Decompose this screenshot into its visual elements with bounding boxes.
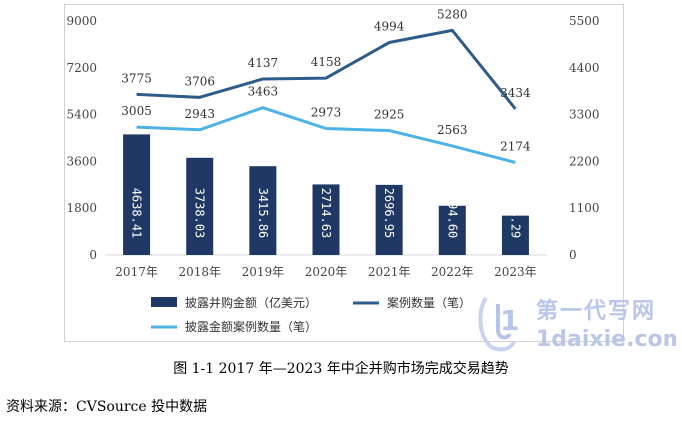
figure-caption: 图 1-1 2017 年—2023 年中企并购市场完成交易趋势 [173, 361, 509, 377]
chart-svg: 0 1800 3600 5400 7200 9000 0 1100 2200 3300 4400 55… [66, 7, 600, 334]
x-tick-label: 2020年 [305, 265, 348, 279]
legend-swatch [151, 297, 177, 307]
y-right-tick-label: 0 [569, 248, 577, 262]
y-left-tick-label: 9000 [66, 14, 97, 28]
bar [438, 205, 466, 255]
watermark-logo-icon: 1 [478, 296, 519, 352]
watermark-url: 1daixie.com [536, 327, 676, 352]
x-tick-label: 2018年 [178, 265, 221, 279]
chart-frame: 0 1800 3600 5400 7200 9000 0 1100 2200 3300 4400 55… [64, 4, 624, 342]
line-data-label: 4137 [248, 56, 279, 70]
line-data-label: 2563 [437, 123, 468, 137]
line-data-label: 3775 [121, 71, 152, 85]
bar [501, 215, 529, 255]
line-data-label: 4994 [374, 20, 405, 34]
legend-label: 案例数量（笔） [387, 295, 471, 310]
y-left-tick-label: 0 [89, 248, 97, 262]
bar-data-label: 1514.29 [508, 188, 522, 239]
series-line [136, 106, 516, 164]
bar [123, 134, 151, 255]
series-line [136, 28, 517, 110]
line-data-label: 3706 [184, 74, 215, 88]
x-tick-label: 2021年 [368, 265, 411, 279]
bar-data-label: 2714.63 [319, 188, 333, 239]
y-left-tick-label: 3600 [66, 154, 97, 168]
watermark: 1 第一代写网 1daixie.com [476, 290, 676, 356]
legend-label: 披露并购金额（亿美元） [185, 295, 317, 310]
svg-text:1: 1 [500, 304, 519, 337]
source-note: 资料来源：CVSource 投中数据 [6, 399, 208, 415]
line-data-label: 2943 [184, 107, 215, 121]
line-data-label: 3005 [121, 104, 152, 118]
line-data-label: 4158 [311, 55, 342, 69]
y-left-tick-label: 5400 [66, 108, 97, 122]
x-tick-label: 2019年 [242, 265, 285, 279]
bar [186, 157, 214, 255]
line-data-label: 3434 [500, 86, 531, 100]
bar-data-label: 3415.86 [256, 188, 270, 239]
line-data-label: 5280 [437, 7, 468, 21]
y-right-tick-label: 4400 [569, 61, 600, 75]
x-tick-label: 2023年 [494, 265, 537, 279]
line-data-label: 2973 [311, 106, 342, 120]
bar-data-label: 1894.60 [445, 188, 459, 239]
x-tick-label: 2017年 [115, 265, 158, 279]
bar [375, 184, 403, 255]
y-left-tick-label: 1800 [66, 201, 97, 215]
bar [249, 166, 277, 255]
line-data-label: 3463 [248, 85, 279, 99]
bar [312, 184, 340, 255]
line-data-label: 2174 [500, 140, 531, 154]
legend-label: 披露金额案例数量（笔） [185, 319, 317, 334]
y-right-tick-label: 3300 [569, 108, 600, 122]
line-data-label: 2925 [374, 108, 405, 122]
y-right-tick-label: 2200 [569, 154, 600, 168]
y-left-tick-label: 7200 [66, 61, 97, 75]
y-right-tick-label: 5500 [569, 14, 600, 28]
x-tick-label: 2022年 [431, 265, 474, 279]
bar-data-label: 3738.03 [193, 188, 207, 239]
watermark-title: 第一代写网 [536, 298, 656, 324]
y-right-tick-label: 1100 [569, 201, 600, 215]
bar-data-label: 2696.95 [382, 188, 396, 239]
bar-data-label: 4638.41 [130, 188, 144, 239]
